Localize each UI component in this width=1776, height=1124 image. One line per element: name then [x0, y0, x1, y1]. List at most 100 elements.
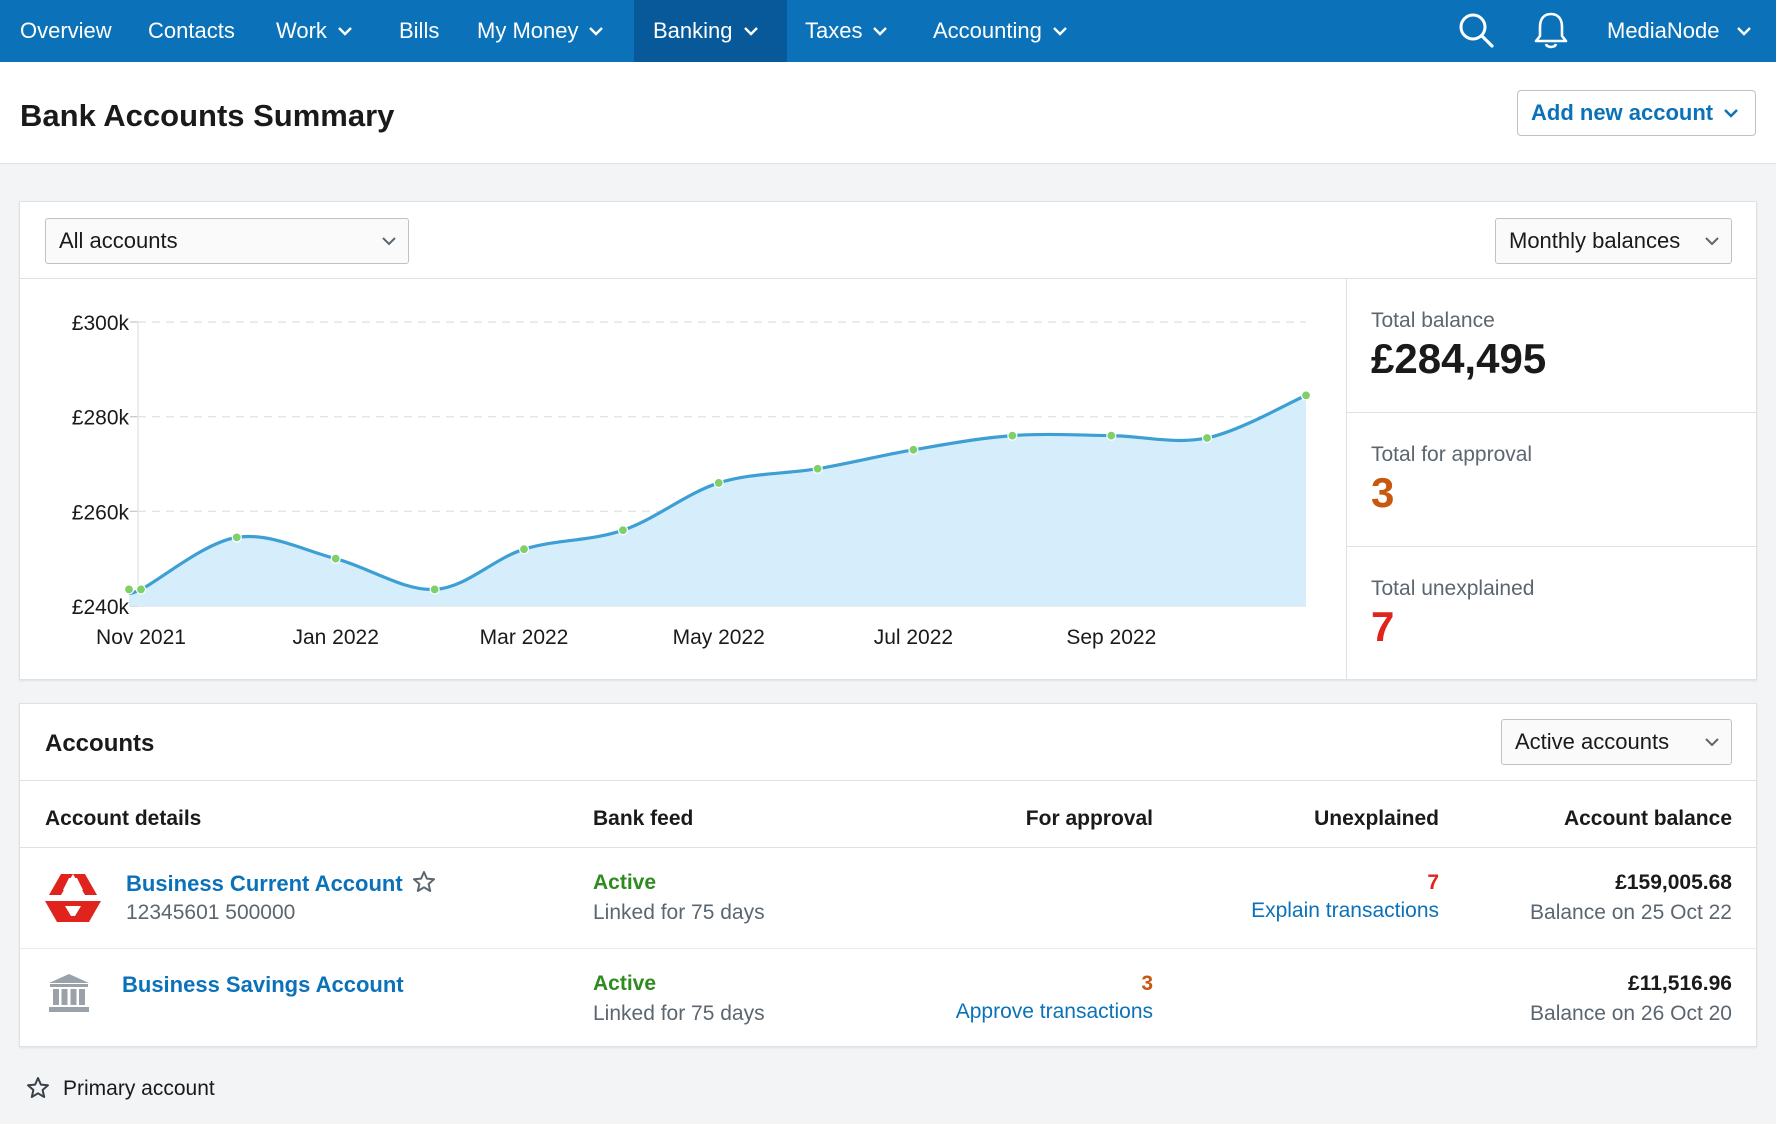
column-header: Bank feed: [593, 807, 694, 830]
divider: [20, 278, 1756, 279]
column-header: For approval: [1025, 807, 1153, 830]
chevron-down-icon: [1053, 27, 1067, 36]
x-tick-label: May 2022: [673, 626, 765, 649]
stat-total-unexplained: Total unexplained 7: [1347, 547, 1757, 680]
nav-label: Accounting: [933, 18, 1042, 43]
summary-card: All accounts Monthly balances £240k £260k…: [19, 201, 1757, 680]
account-filter-select[interactable]: All accounts: [45, 218, 409, 264]
add-new-account-label: Add new account: [1531, 100, 1714, 125]
stat-value: 7: [1371, 603, 1395, 650]
column-header: Account details: [45, 807, 202, 830]
chevron-down-icon: [1705, 237, 1719, 246]
column-header: Unexplained: [1314, 807, 1439, 830]
top-navigation: Overview Contacts Work Bills My Money Ba…: [0, 0, 1776, 62]
y-tick-label: £260k: [72, 501, 130, 524]
x-tick-label: Jan 2022: [292, 626, 378, 649]
stats-panel: Total balance £284,495 Total for approva…: [1347, 279, 1757, 680]
nav-label: My Money: [477, 18, 579, 43]
account-name: MediaNode: [1607, 18, 1720, 43]
chevron-down-icon: [1705, 738, 1719, 747]
nav-item-my-money[interactable]: My Money: [477, 0, 604, 62]
data-point: [518, 544, 530, 555]
add-new-account-button[interactable]: Add new account: [1517, 90, 1756, 136]
data-point: [1106, 430, 1117, 441]
area-fill: [128, 395, 1306, 606]
data-point: [812, 463, 823, 474]
data-point: [908, 444, 919, 455]
star-icon[interactable]: [412, 870, 436, 894]
data-point: [713, 477, 724, 489]
accounts-card: Accounts Active accounts Account details…: [19, 703, 1757, 1047]
x-tick-label: Jul 2022: [874, 626, 953, 649]
stat-label: Total for approval: [1371, 443, 1533, 466]
nav-item-banking[interactable]: Banking: [634, 0, 787, 62]
stat-total-balance: Total balance £284,495: [1347, 279, 1757, 413]
x-tick-label: Nov 2021: [96, 626, 186, 649]
account-balance: £11,516.96: [1628, 972, 1732, 995]
accounts-title: Accounts: [45, 730, 155, 757]
data-point: [617, 525, 629, 536]
column-header: Account balance: [1563, 807, 1732, 830]
y-tick-label: £300k: [72, 312, 130, 335]
data-point: [330, 553, 341, 564]
feed-status: Active: [593, 972, 657, 995]
chevron-down-icon: [1736, 27, 1751, 36]
unexplained-count: 7: [1427, 871, 1439, 894]
nav-item-bills[interactable]: Bills: [399, 0, 439, 62]
x-tick-label: Mar 2022: [480, 626, 569, 649]
nav-label: Work: [276, 18, 327, 43]
page-title: Bank Accounts Summary: [20, 98, 395, 133]
nav-label: Overview: [20, 18, 112, 43]
x-tick-label: Sep 2022: [1066, 626, 1156, 649]
account-name-link[interactable]: Business Savings Account: [122, 972, 404, 997]
explain-transactions-link[interactable]: Explain transactions: [1251, 899, 1439, 922]
data-point: [231, 532, 242, 543]
nav-item-work[interactable]: Work: [276, 0, 353, 62]
account-name-link[interactable]: Business Current Account: [126, 871, 403, 896]
data-point: [1300, 390, 1312, 401]
chevron-down-icon: [873, 27, 888, 36]
series-line: [127, 393, 1307, 595]
account-menu[interactable]: MediaNode: [1607, 0, 1752, 62]
account-filter-value: All accounts: [59, 228, 178, 253]
stat-total-for-approval: Total for approval 3: [1347, 413, 1757, 547]
primary-account-legend: Primary account: [63, 1077, 215, 1100]
chevron-down-icon: [338, 27, 352, 36]
chevron-down-icon: [382, 237, 396, 246]
divider: [20, 780, 1756, 781]
page-header: Bank Accounts Summary Add new account: [0, 62, 1776, 164]
stat-value: £284,495: [1371, 335, 1547, 382]
nav-label: Contacts: [148, 18, 235, 43]
period-filter-select[interactable]: Monthly balances: [1495, 218, 1732, 264]
nav-item-taxes[interactable]: Taxes: [805, 0, 888, 62]
data-point: [429, 584, 440, 595]
stat-value: 3: [1371, 469, 1395, 516]
natwest-logo-icon: [45, 874, 101, 922]
star-icon: [27, 1077, 49, 1098]
nav-item-contacts[interactable]: Contacts: [148, 0, 235, 62]
nav-label: Taxes: [805, 18, 863, 43]
nav-label: Banking: [653, 18, 733, 43]
bell-icon[interactable]: [1529, 8, 1573, 52]
feed-status: Active: [593, 871, 657, 894]
data-point: [1201, 432, 1213, 444]
chevron-down-icon: [743, 27, 758, 36]
data-point: [135, 584, 147, 595]
accounts-filter-select[interactable]: Active accounts: [1501, 719, 1732, 765]
balance-date: Balance on 25 Oct 22: [1530, 901, 1732, 924]
chevron-down-icon: [589, 27, 604, 36]
balance-date: Balance on 26 Oct 20: [1530, 1002, 1732, 1025]
approve-transactions-link[interactable]: Approve transactions: [955, 1000, 1153, 1023]
table-row: Business Savings Account Active Linked f…: [20, 950, 1756, 1046]
nav-label: Bills: [399, 18, 440, 43]
data-point: [123, 584, 135, 595]
nav-item-accounting[interactable]: Accounting: [933, 0, 1068, 62]
nav-item-overview[interactable]: Overview: [20, 0, 112, 62]
bank-icon: [49, 974, 89, 1012]
data-point: [1007, 430, 1018, 441]
y-tick-label: £240k: [72, 596, 130, 619]
search-icon[interactable]: [1454, 8, 1498, 52]
account-number: 12345601 500000: [126, 901, 296, 924]
account-balance: £159,005.68: [1615, 871, 1732, 894]
accounts-filter-value: Active accounts: [1515, 729, 1670, 754]
